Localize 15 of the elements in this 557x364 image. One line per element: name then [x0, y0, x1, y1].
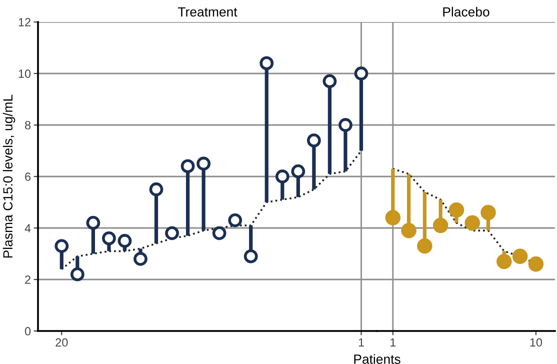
chart-title: Treatment — [178, 7, 238, 17]
x-tick-label: 1 — [390, 338, 396, 346]
y-tick-label: 10 — [18, 70, 31, 78]
y-tick-label: 0 — [24, 327, 31, 336]
y-tick-label: 2 — [25, 276, 30, 284]
y-tick-label: 8 — [25, 121, 31, 130]
x-tick-label: 1 — [358, 338, 364, 346]
chart-title: Placebo — [443, 6, 490, 17]
y-tick-label: 6 — [25, 172, 31, 181]
x-tick-label: 20 — [56, 338, 68, 347]
x-axis-title: Patients — [354, 354, 400, 364]
y-tick-label: 12 — [18, 18, 30, 26]
x-tick-label: 10 — [530, 338, 542, 347]
y-tick-label: 4 — [24, 224, 31, 232]
y-axis-title: Plasma C15:0 levels, ug/mL — [2, 94, 16, 258]
